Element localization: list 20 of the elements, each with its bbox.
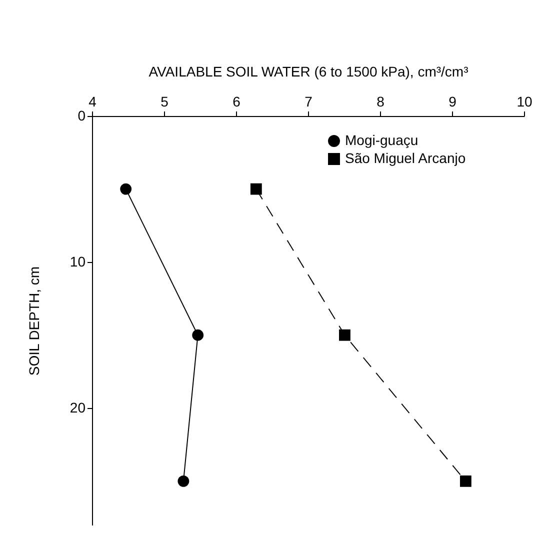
- y-axis-title: SOIL DEPTH, cm: [26, 266, 42, 376]
- point: [460, 475, 472, 487]
- legend-label: São Miguel Arcanjo: [345, 150, 466, 166]
- y-tick-label: 10: [70, 254, 86, 270]
- point: [178, 475, 190, 487]
- x-axis-title: AVAILABLE SOIL WATER (6 to 1500 kPa), cm³/cm³: [148, 64, 469, 80]
- point: [120, 183, 132, 195]
- point: [339, 329, 350, 341]
- x-tick-label: 4: [88, 94, 97, 110]
- x-tick-label: 9: [448, 94, 457, 110]
- x-tick-label: 7: [304, 94, 313, 110]
- x-tick-label: 6: [232, 94, 241, 110]
- legend-label: Mogi-guaçu: [345, 132, 418, 148]
- y-tick-label: 20: [70, 400, 86, 416]
- x-tick-label: 8: [376, 94, 385, 110]
- y-tick-label: 0: [78, 108, 86, 124]
- point: [192, 329, 204, 341]
- x-tick-label: 10: [516, 94, 532, 110]
- x-tick-label: 5: [160, 94, 169, 110]
- point: [250, 183, 262, 195]
